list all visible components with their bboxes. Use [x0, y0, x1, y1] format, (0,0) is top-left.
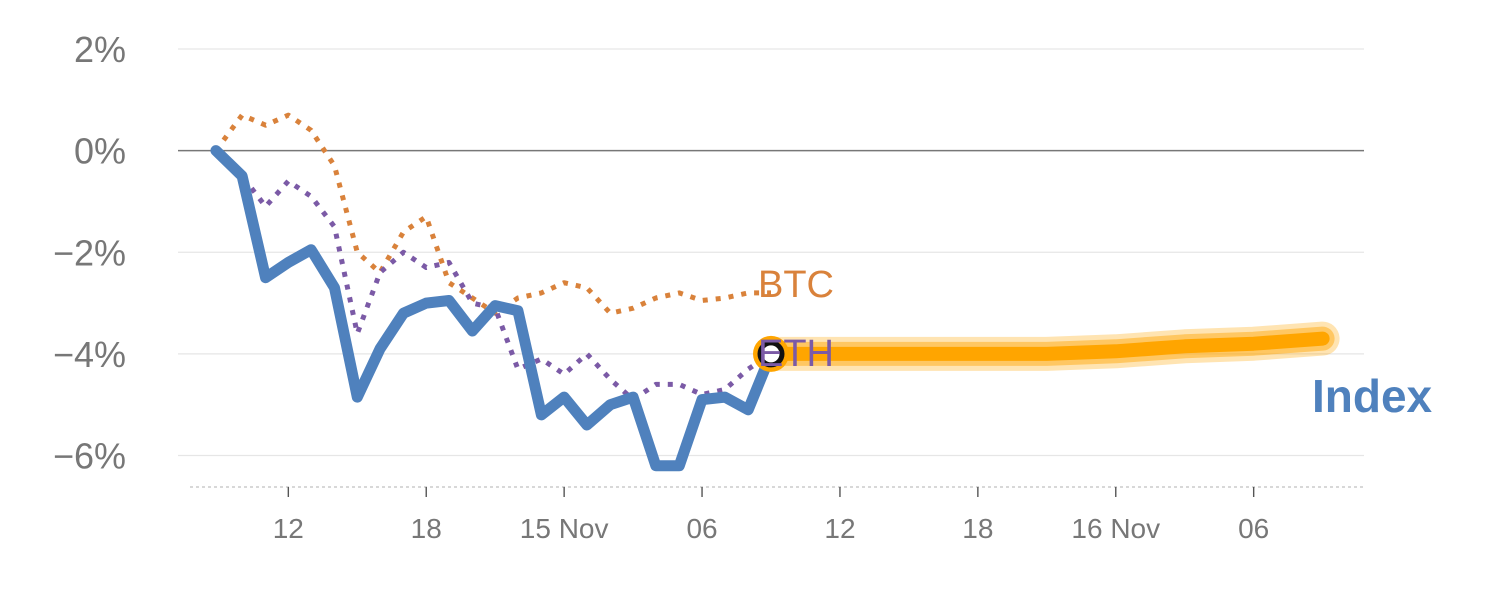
x-tick-label: 06: [686, 513, 717, 544]
series-line-btc: [213, 112, 771, 316]
x-tick-label: 12: [824, 513, 855, 544]
y-axis-ticks: 2% 0% −2% −4% −6%: [53, 29, 126, 477]
series-labels: BTC ETH Index: [758, 264, 1433, 422]
series-layer: [210, 112, 1340, 472]
x-axis-ticks: 12 18 15 Nov 06 12 18 16 Nov 06: [273, 487, 1269, 544]
series-label-index: Index: [1312, 370, 1433, 422]
y-tick-label: 0%: [74, 131, 126, 172]
y-tick-label: −4%: [53, 334, 126, 375]
series-label-btc: BTC: [758, 264, 834, 306]
series-label-eth: ETH: [758, 333, 834, 375]
y-tick-label: −6%: [53, 436, 126, 477]
series-line-index: [210, 145, 777, 472]
current-point-marker: [757, 340, 785, 368]
forecast-line: [764, 331, 1330, 361]
x-tick-label: 06: [1238, 513, 1269, 544]
y-tick-label: 2%: [74, 29, 126, 70]
x-tick-label: 15 Nov: [520, 513, 609, 544]
x-tick-label: 12: [273, 513, 304, 544]
x-tick-label: 16 Nov: [1071, 513, 1160, 544]
x-tick-label: 18: [962, 513, 993, 544]
x-tick-label: 18: [411, 513, 442, 544]
y-tick-label: −2%: [53, 232, 126, 273]
series-line-eth: [214, 148, 773, 403]
